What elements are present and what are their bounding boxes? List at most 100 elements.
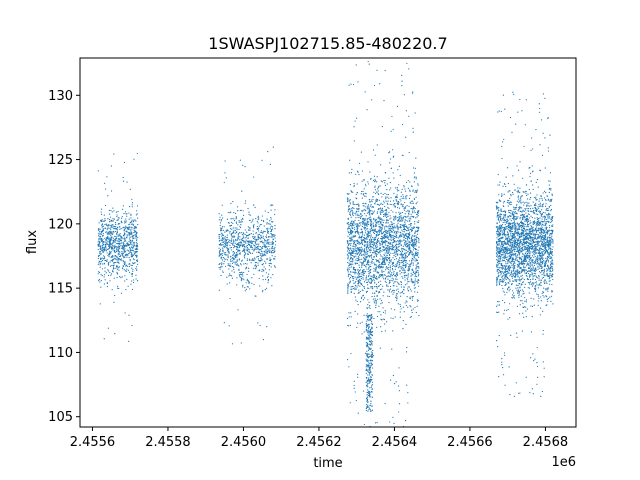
data-point	[412, 127, 414, 129]
data-point	[387, 266, 389, 269]
data-point	[347, 193, 349, 195]
data-point	[381, 125, 383, 128]
data-point	[219, 248, 222, 251]
data-point	[131, 267, 133, 269]
data-point	[234, 258, 236, 260]
data-point	[257, 248, 259, 250]
data-point	[106, 238, 108, 240]
data-point	[230, 240, 233, 242]
data-point	[373, 244, 375, 246]
data-point	[396, 225, 398, 227]
data-point	[347, 228, 349, 230]
data-point	[407, 229, 409, 231]
data-point	[365, 228, 367, 230]
data-point	[272, 235, 274, 237]
data-point	[351, 239, 353, 241]
data-point	[129, 248, 131, 250]
data-point	[133, 251, 135, 253]
data-point	[357, 304, 359, 306]
data-point	[259, 259, 262, 261]
data-point	[108, 231, 110, 233]
data-point	[247, 242, 249, 244]
data-point	[379, 229, 381, 231]
data-point	[269, 262, 271, 264]
data-point	[114, 228, 116, 230]
data-point	[403, 259, 406, 261]
data-point	[124, 280, 126, 282]
data-point	[98, 271, 100, 273]
data-point	[404, 190, 407, 192]
data-point	[131, 272, 134, 275]
data-point	[267, 229, 269, 231]
data-point	[397, 218, 400, 220]
data-point	[105, 244, 107, 246]
data-point	[349, 233, 351, 235]
data-point	[371, 246, 373, 248]
data-point	[226, 243, 228, 245]
data-point	[385, 244, 387, 246]
data-point	[135, 233, 137, 235]
data-point	[396, 220, 399, 222]
data-point	[219, 242, 222, 245]
data-point	[352, 260, 354, 262]
data-point	[406, 384, 408, 386]
data-point	[221, 264, 223, 266]
data-point	[123, 257, 125, 259]
data-point	[513, 395, 515, 397]
data-point	[395, 241, 397, 243]
data-point	[254, 206, 256, 209]
data-point	[393, 270, 395, 273]
data-point	[124, 211, 127, 213]
data-point	[373, 218, 375, 221]
data-point	[382, 203, 384, 205]
data-point	[111, 255, 113, 258]
data-point	[382, 236, 384, 238]
data-point	[398, 266, 400, 268]
data-point	[247, 280, 249, 282]
data-point	[392, 269, 394, 271]
data-point	[362, 210, 364, 212]
data-point	[367, 299, 369, 301]
data-point	[389, 151, 391, 153]
data-point	[412, 259, 414, 261]
data-point	[414, 287, 417, 289]
data-point	[406, 346, 408, 349]
data-point	[385, 277, 387, 279]
data-point	[228, 239, 230, 241]
data-point	[363, 234, 365, 236]
data-point	[397, 303, 399, 305]
data-point	[400, 244, 402, 246]
data-point	[121, 208, 124, 210]
data-point	[263, 220, 265, 223]
data-point	[393, 291, 395, 294]
data-point	[386, 251, 388, 253]
data-point	[241, 250, 243, 252]
data-point	[410, 237, 412, 240]
data-point	[372, 349, 374, 352]
data-point	[404, 237, 407, 240]
data-point	[112, 264, 114, 267]
data-point	[382, 225, 384, 227]
data-point	[408, 260, 411, 262]
data-point	[267, 151, 269, 153]
data-point	[116, 246, 118, 248]
data-point	[111, 260, 113, 262]
data-point	[229, 263, 231, 265]
data-point	[253, 273, 255, 275]
data-point	[369, 269, 372, 271]
data-point	[511, 224, 513, 226]
data-point	[407, 251, 409, 253]
data-point	[400, 226, 402, 228]
data-point	[404, 257, 406, 259]
data-point	[355, 217, 357, 219]
data-point	[121, 216, 123, 218]
data-point	[242, 164, 244, 166]
data-point	[136, 247, 138, 249]
data-point	[375, 225, 378, 227]
data-point	[385, 222, 387, 224]
data-point	[525, 212, 527, 214]
data-point	[347, 246, 349, 248]
data-point	[414, 291, 416, 293]
data-point	[230, 233, 233, 235]
data-point	[267, 230, 269, 232]
